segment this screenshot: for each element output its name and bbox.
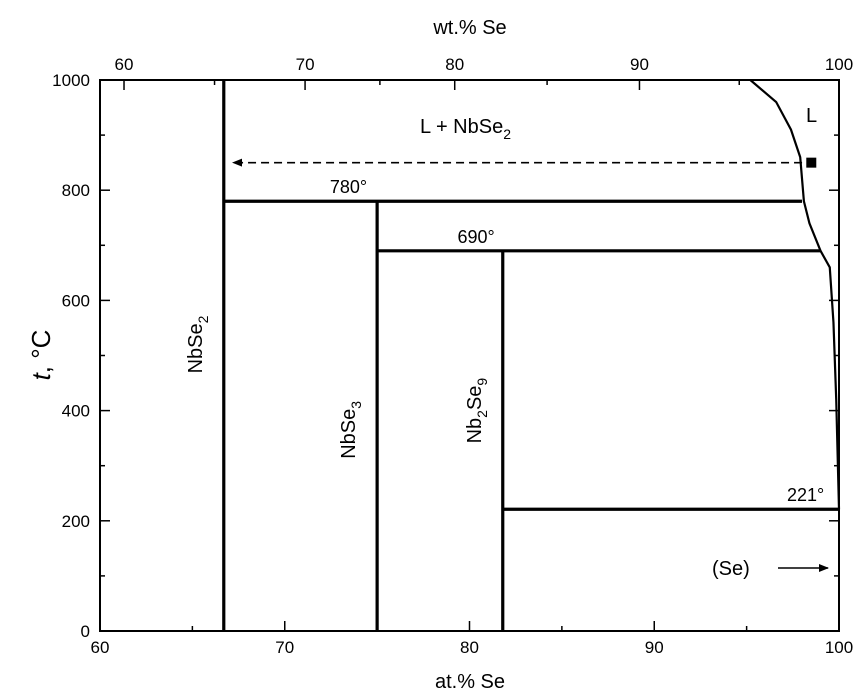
- x-tick-label: 100: [825, 638, 853, 657]
- y-tick-label: 400: [62, 402, 90, 421]
- isotherm-label: 221°: [787, 485, 824, 505]
- top-tick-label: 100: [825, 55, 853, 74]
- phase-lines: [222, 79, 841, 631]
- y-tick-label: 600: [62, 291, 90, 310]
- region-label-liquid: L: [806, 105, 817, 127]
- compound-label: NbSe2: [185, 315, 211, 373]
- compound-label-tail: Se: [464, 386, 486, 410]
- region-label-l-nbse2-main: L + NbSe: [420, 116, 503, 138]
- top-tick-label: 60: [115, 55, 134, 74]
- isotherm-label: 780°: [330, 177, 367, 197]
- compound-label-sub: 2: [474, 410, 490, 418]
- isotherm-label: 690°: [458, 227, 495, 247]
- experimental-point: [806, 157, 817, 168]
- y-tick-label: 0: [81, 622, 90, 641]
- compound-label-text: Nb2Se9: [464, 378, 490, 444]
- top-axis-ticks: 60 70 80 90 100: [115, 55, 853, 90]
- top-tick-label: 70: [296, 55, 315, 74]
- compound-label: Nb2Se9: [464, 378, 490, 444]
- y-tick-label: 200: [62, 512, 90, 531]
- compound-label-main: NbSe: [338, 409, 360, 459]
- top-tick-label: 80: [445, 55, 464, 74]
- x-axis-ticks: 60 70 80 90 100: [91, 621, 853, 657]
- compound-label-text: NbSe2: [185, 315, 211, 373]
- compound-label-sub: 3: [348, 401, 364, 409]
- y-axis-ticks: 0 200 400 600 800 1000: [52, 71, 839, 641]
- x-tick-label: 80: [460, 638, 479, 657]
- x-tick-label: 90: [645, 638, 664, 657]
- y-axis-title: t, °C: [26, 330, 56, 381]
- compound-label-main: NbSe: [185, 323, 207, 373]
- y-axis-title-symbol: t: [26, 371, 56, 380]
- y-tick-label: 800: [62, 181, 90, 200]
- top-tick-label: 90: [630, 55, 649, 74]
- compound-label-sub: 2: [195, 315, 211, 323]
- x-tick-label: 70: [275, 638, 294, 657]
- compound-label-main: Nb: [464, 418, 486, 444]
- compound-label-text: NbSe3: [338, 401, 364, 459]
- liquidus-curve: [749, 79, 841, 510]
- region-label-se: (Se): [712, 558, 750, 580]
- top-axis-title: wt.% Se: [432, 17, 506, 39]
- y-tick-label: 1000: [52, 71, 90, 90]
- region-label-l-nbse2: L + NbSe2: [420, 116, 511, 142]
- x-tick-label: 60: [91, 638, 110, 657]
- compound-label: NbSe3: [338, 401, 364, 459]
- x-axis-title: at.% Se: [435, 671, 505, 693]
- compound-label-sub2: 9: [474, 378, 490, 386]
- y-axis-title-unit: , °C: [26, 330, 56, 374]
- region-label-l-nbse2-sub: 2: [503, 126, 511, 142]
